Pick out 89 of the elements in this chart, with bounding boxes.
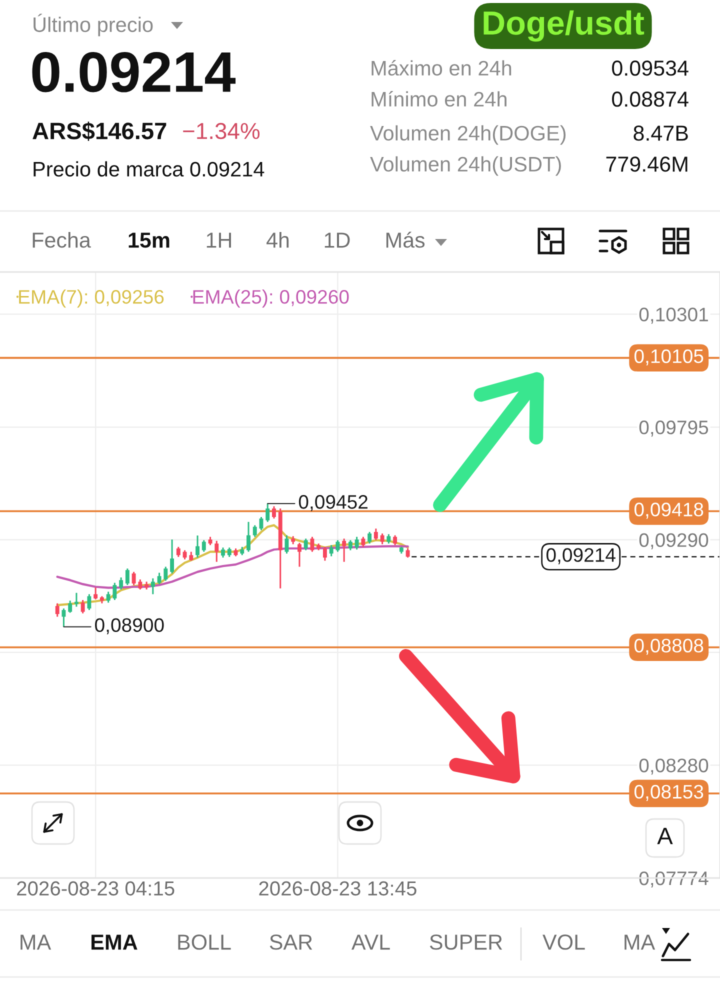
text: Máximo en 24h (372, 60, 512, 76)
candlestick (68, 600, 72, 614)
text: Volumen 24h(DOGE) (370, 125, 566, 145)
annotation: A (657, 828, 673, 844)
candlestick (348, 539, 352, 551)
candlestick (182, 549, 187, 560)
candlestick (150, 578, 155, 595)
y-tick-label: 0,08280 (639, 758, 708, 775)
ref-line-label: 0,10105 (634, 349, 704, 366)
candlestick (297, 542, 302, 568)
text: AVL (351, 934, 390, 950)
text: Volumen 24h(USDT) (370, 156, 561, 176)
legend-label: EMA(25): 0,09260 (193, 290, 349, 308)
candlestick (62, 608, 66, 628)
candlestick (361, 536, 366, 548)
candlestick (246, 521, 250, 553)
y-tick-label: 0,10301 (639, 308, 708, 324)
text: 1H (206, 232, 232, 248)
text: 15m (128, 232, 170, 248)
text: Mínimo en 24h (372, 91, 506, 107)
text: SUPER (430, 934, 502, 950)
candlestick (386, 533, 391, 544)
candlestick (214, 540, 219, 563)
text: 1D (324, 232, 350, 248)
candlestick (272, 506, 276, 520)
candlestick (393, 534, 398, 546)
candlestick (329, 544, 334, 558)
ref-line-label: 0,08808 (634, 638, 704, 655)
y-tick-label: 0,09290 (639, 533, 708, 550)
candlestick (322, 546, 327, 562)
text: 0.09214 (32, 52, 236, 92)
candlestick (119, 576, 124, 590)
text: ARS$146.57 (32, 122, 166, 141)
candlestick (310, 536, 314, 553)
text: 779.46M (606, 156, 688, 172)
candlestick (74, 592, 78, 608)
text: SAR (270, 934, 312, 950)
ref-line-label: 0,08153 (634, 784, 704, 801)
candlestick (106, 590, 110, 604)
text: EMA (92, 934, 138, 950)
candlestick (342, 538, 346, 563)
text: BOLL (178, 934, 231, 950)
text: MA (20, 934, 52, 950)
candlestick (368, 531, 372, 544)
candlestick (380, 532, 384, 545)
candlestick (176, 546, 180, 558)
text: 4h (266, 232, 289, 248)
candlestick (55, 602, 60, 618)
candlestick (252, 524, 257, 538)
candlestick (196, 534, 200, 558)
candlestick (87, 593, 92, 611)
candlestick (221, 546, 225, 558)
candlestick (112, 582, 117, 601)
text: 8.47B (634, 126, 688, 141)
candlestick (94, 586, 98, 600)
candlestick (138, 578, 142, 590)
candlestick (266, 502, 270, 523)
annotation: 0,09452 (298, 495, 368, 512)
candlestick (374, 528, 378, 541)
y-tick-label: 0,09795 (639, 420, 708, 437)
chart-title: Doge/usdt (484, 10, 644, 42)
text: 0.09534 (612, 60, 688, 76)
text: Más (386, 232, 425, 248)
ref-line-label: 0,09214 (546, 548, 616, 564)
text: Último precio (34, 14, 153, 36)
candlestick (354, 536, 359, 550)
legend-label: EMA(7): 0,09256 (19, 290, 164, 308)
x-tick-label: 2026-08-23 04:15 (17, 881, 174, 896)
candlestick (125, 568, 130, 586)
text: 0.08874 (612, 92, 688, 107)
candlestick (227, 546, 232, 558)
candlestick (336, 539, 340, 553)
candlestick (170, 538, 174, 574)
ref-line-label: 0,09418 (634, 502, 704, 519)
text: Precio de marca 0.09214 (34, 161, 264, 177)
candlestick (284, 534, 289, 554)
candlestick (202, 539, 206, 553)
candlestick (164, 566, 168, 582)
text: Fecha (32, 232, 91, 248)
text: −1.34% (183, 122, 260, 140)
candlestick (304, 538, 308, 551)
candlestick (132, 571, 136, 586)
candlestick (80, 599, 85, 614)
x-tick-label: 2026-08-23 13:45 (259, 881, 416, 896)
annotation: 0,08900 (95, 618, 164, 634)
text: MA (624, 934, 656, 950)
candlestick (157, 572, 162, 585)
candlestick (406, 548, 410, 558)
text: VOL (542, 934, 585, 950)
